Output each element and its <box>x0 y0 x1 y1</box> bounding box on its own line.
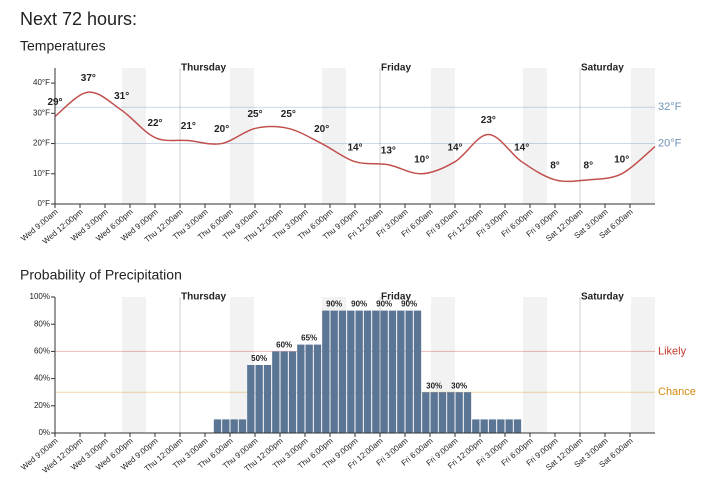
value-label: 50% <box>251 354 267 363</box>
reference-label: 20°F <box>658 137 682 149</box>
y-tick-label: 40°F <box>33 78 50 87</box>
bar <box>280 351 288 433</box>
bar <box>347 310 355 433</box>
bar <box>505 419 513 433</box>
y-tick-label: 10°F <box>33 169 50 178</box>
bar <box>222 419 230 433</box>
value-label: 37° <box>81 73 96 84</box>
bar <box>272 351 280 433</box>
value-label: 90% <box>326 300 342 309</box>
value-label: 10° <box>614 154 629 165</box>
reference-label: 32°F <box>658 101 682 113</box>
bar <box>513 419 522 433</box>
y-tick-label: 100% <box>30 292 50 301</box>
day-label: Thursday <box>181 63 226 74</box>
bar <box>388 310 397 433</box>
bar <box>338 310 347 433</box>
reference-label: Chance <box>658 386 696 398</box>
bar <box>330 310 338 433</box>
day-label: Saturday <box>581 292 624 303</box>
value-label: 14° <box>514 142 529 153</box>
bar <box>463 392 472 433</box>
value-label: 25° <box>281 109 296 120</box>
bar <box>297 344 305 433</box>
value-label: 30% <box>451 381 467 390</box>
value-label: 14° <box>447 142 462 153</box>
value-label: 22° <box>147 118 162 129</box>
value-label: 65% <box>301 334 317 343</box>
day-label: Friday <box>381 63 411 74</box>
bar <box>397 310 405 433</box>
bar <box>438 392 447 433</box>
reference-label: Likely <box>658 345 687 357</box>
value-label: 13° <box>381 145 396 156</box>
bar <box>488 419 497 433</box>
bar <box>422 392 430 433</box>
bar <box>430 392 438 433</box>
bar <box>472 419 480 433</box>
y-tick-label: 20°F <box>33 139 50 148</box>
bar <box>455 392 463 433</box>
temperature-line <box>54 91 656 183</box>
bar <box>372 310 380 433</box>
value-label: 14° <box>347 142 362 153</box>
day-label: Thursday <box>181 292 226 303</box>
value-label: 10° <box>414 154 429 165</box>
value-label: 25° <box>247 109 262 120</box>
y-tick-label: 0°F <box>37 199 50 208</box>
bar <box>480 419 488 433</box>
bar <box>313 344 322 433</box>
bar <box>355 310 363 433</box>
bar <box>288 351 297 433</box>
value-label: 90% <box>376 300 392 309</box>
y-tick-label: 80% <box>34 319 50 328</box>
bar <box>255 365 263 433</box>
page-title: Next 72 hours: <box>20 9 137 29</box>
value-label: 23° <box>481 115 496 126</box>
y-tick-label: 40% <box>34 374 50 383</box>
value-label: 20° <box>214 124 229 135</box>
bar <box>238 419 247 433</box>
y-tick-label: 60% <box>34 347 50 356</box>
value-label: 90% <box>351 300 367 309</box>
value-label: 8° <box>584 160 594 171</box>
bar <box>363 310 372 433</box>
value-label: 90% <box>401 300 417 309</box>
bar <box>447 392 455 433</box>
bar <box>230 419 238 433</box>
value-label: 30% <box>426 381 442 390</box>
bar <box>497 419 505 433</box>
bar <box>305 344 313 433</box>
night-shading <box>122 68 655 433</box>
bar <box>213 419 222 433</box>
chart-title: Probability of Precipitation <box>20 267 182 283</box>
y-tick-label: 0% <box>38 428 50 437</box>
value-label: 31° <box>114 91 129 102</box>
value-label: 60% <box>276 341 292 350</box>
bar <box>413 310 422 433</box>
day-label: Saturday <box>581 63 624 74</box>
bar <box>380 310 388 433</box>
bar <box>247 365 255 433</box>
bar <box>263 365 272 433</box>
bar <box>405 310 413 433</box>
day-label: Friday <box>381 292 411 303</box>
bar <box>322 310 330 433</box>
value-label: 21° <box>181 121 196 132</box>
y-tick-label: 30°F <box>33 108 50 117</box>
chart-title: Temperatures <box>20 38 106 54</box>
value-label: 8° <box>550 160 560 171</box>
value-label: 20° <box>314 124 329 135</box>
y-tick-label: 20% <box>34 401 50 410</box>
